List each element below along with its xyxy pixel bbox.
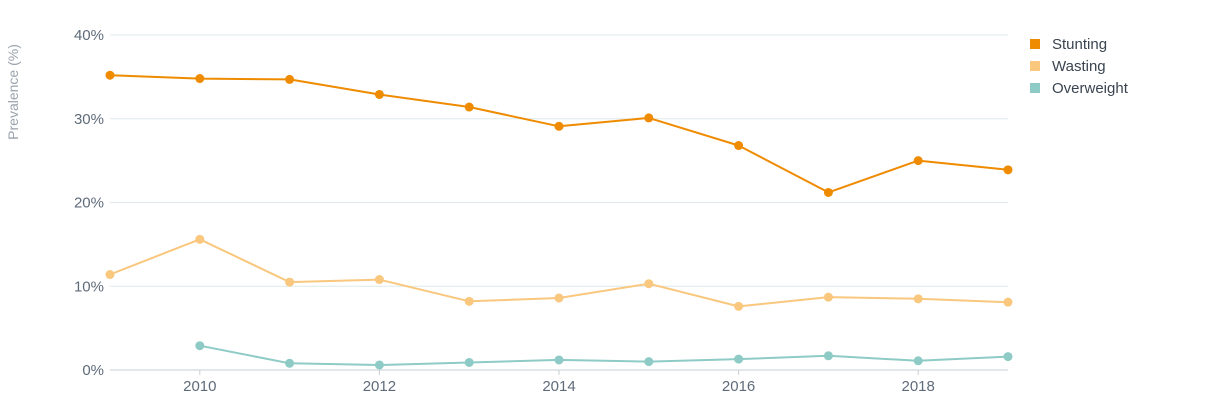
- wasting-point[interactable]: [644, 279, 654, 289]
- stunting-point[interactable]: [644, 113, 654, 123]
- wasting-point[interactable]: [734, 301, 744, 311]
- stunting-point[interactable]: [105, 70, 115, 80]
- overweight-point[interactable]: [823, 351, 833, 361]
- overweight-point[interactable]: [734, 354, 744, 364]
- x-tick-label: 2010: [183, 378, 216, 395]
- wasting-point[interactable]: [823, 292, 833, 302]
- legend-swatch: [1030, 61, 1040, 71]
- x-tick-label: 2018: [902, 378, 935, 395]
- legend-label: Stunting: [1052, 35, 1108, 53]
- overweight-point[interactable]: [374, 360, 384, 370]
- legend-item-wasting[interactable]: Wasting: [1030, 55, 1128, 77]
- wasting-point[interactable]: [285, 277, 295, 287]
- wasting-point[interactable]: [464, 296, 474, 306]
- stunting-point[interactable]: [554, 121, 564, 131]
- stunting-point[interactable]: [913, 156, 923, 166]
- overweight-point[interactable]: [464, 357, 474, 367]
- stunting-point[interactable]: [195, 74, 205, 84]
- legend-item-overweight[interactable]: Overweight: [1030, 77, 1128, 99]
- wasting-point[interactable]: [105, 270, 115, 280]
- wasting-point[interactable]: [1003, 297, 1013, 307]
- overweight-point[interactable]: [195, 341, 205, 351]
- legend-label: Overweight: [1052, 79, 1128, 97]
- stunting-line: [109, 74, 1009, 194]
- y-tick-label: 40%: [74, 27, 104, 44]
- stunting-point[interactable]: [1003, 165, 1013, 175]
- legend-item-stunting[interactable]: Stunting: [1030, 33, 1128, 55]
- y-tick-label: 30%: [74, 111, 104, 128]
- overweight-point[interactable]: [913, 356, 923, 366]
- legend: Stunting Wasting Overweight: [1030, 33, 1128, 99]
- wasting-point[interactable]: [195, 234, 205, 244]
- stunting-point[interactable]: [285, 74, 295, 84]
- x-tick-label: 2014: [542, 378, 575, 395]
- legend-swatch: [1030, 83, 1040, 93]
- wasting-point[interactable]: [374, 275, 384, 285]
- stunting-point[interactable]: [374, 89, 384, 99]
- x-tick-label: 2016: [722, 378, 755, 395]
- y-tick-label: 10%: [74, 278, 104, 295]
- y-tick-label: 0%: [82, 362, 104, 379]
- wasting-point[interactable]: [554, 293, 564, 303]
- legend-swatch: [1030, 39, 1040, 49]
- y-axis-label: Prevalence (%): [5, 44, 21, 140]
- overweight-line: [199, 344, 1009, 366]
- y-tick-label: 20%: [74, 195, 104, 212]
- x-tick-label: 2012: [363, 378, 396, 395]
- overweight-point[interactable]: [554, 355, 564, 365]
- overweight-point[interactable]: [1003, 352, 1013, 362]
- overweight-point[interactable]: [285, 358, 295, 368]
- stunting-point[interactable]: [464, 102, 474, 112]
- overweight-point[interactable]: [644, 357, 654, 367]
- wasting-point[interactable]: [913, 294, 923, 304]
- stunting-point[interactable]: [734, 141, 744, 151]
- legend-label: Wasting: [1052, 57, 1106, 75]
- stunting-point[interactable]: [823, 187, 833, 197]
